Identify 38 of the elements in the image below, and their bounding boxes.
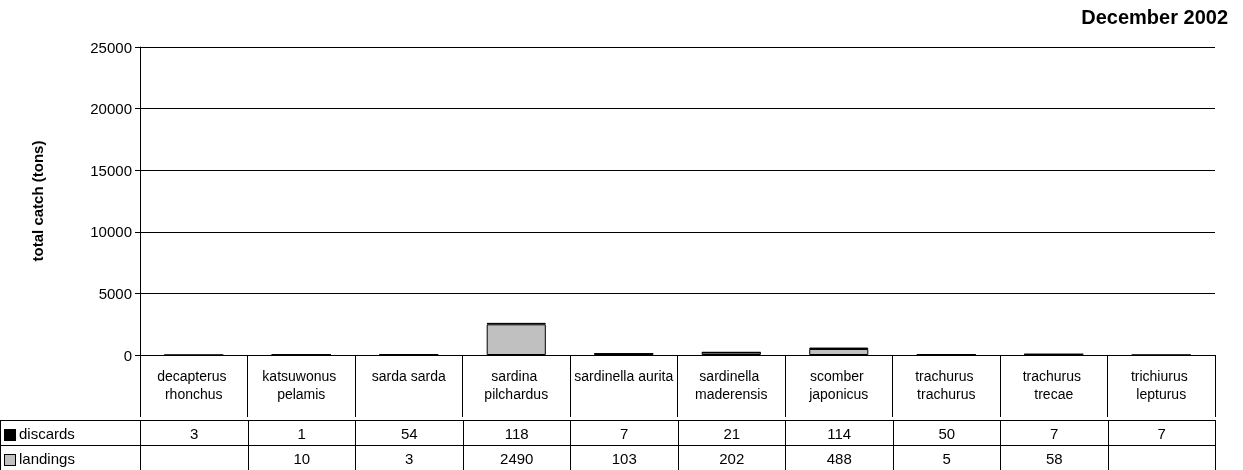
x-tick-label: sardinella maderensis xyxy=(695,368,768,402)
y-tick-label: 25000 xyxy=(90,38,132,56)
x-tick-label: decapterus rhonchus xyxy=(157,368,231,402)
data-label: 488 xyxy=(785,445,893,470)
data-label: 10 xyxy=(248,445,356,470)
legend-label: landings xyxy=(19,449,75,467)
data-label: 2490 xyxy=(463,445,571,470)
data-label: 3 xyxy=(355,445,463,470)
chart-title: December 2002 xyxy=(1081,6,1229,28)
data-label: 3 xyxy=(140,420,248,446)
x-tick-label: trichiurus lepturus xyxy=(1130,368,1192,402)
y-tick-label: 5000 xyxy=(98,284,132,302)
data-label: 21 xyxy=(678,420,786,446)
data-label: 54 xyxy=(355,420,463,446)
x-tick-label: trachurus trecae xyxy=(1022,368,1085,402)
data-label: 5 xyxy=(893,445,1001,470)
data-label: 7 xyxy=(1108,420,1216,446)
y-tick-label: 0 xyxy=(123,346,132,364)
data-label: 202 xyxy=(678,445,786,470)
x-tick-label: sardina pilchardus xyxy=(484,368,549,402)
x-tick-label: sarda sarda xyxy=(371,368,446,384)
y-axis-title: total catch (tons) xyxy=(29,140,46,262)
x-tick-label: trachurus trachurus xyxy=(915,368,978,402)
x-tick-label: katsuwonus pelamis xyxy=(262,368,341,402)
legend-label: discards xyxy=(19,424,75,442)
data-label: 114 xyxy=(785,420,893,446)
y-tick-label: 20000 xyxy=(90,100,132,118)
y-tick-label: 15000 xyxy=(90,161,132,179)
data-label: 103 xyxy=(570,445,678,470)
x-tick-label: sardinella aurita xyxy=(574,368,674,384)
y-tick-label: 10000 xyxy=(90,223,132,241)
data-label: 7 xyxy=(570,420,678,446)
data-label: 58 xyxy=(1000,445,1108,470)
x-tick-label: scomber japonicus xyxy=(808,368,869,402)
data-label: 7 xyxy=(1000,420,1108,446)
data-label: 1 xyxy=(248,420,356,446)
data-label: 50 xyxy=(893,420,1001,446)
data-label: 118 xyxy=(463,420,571,446)
